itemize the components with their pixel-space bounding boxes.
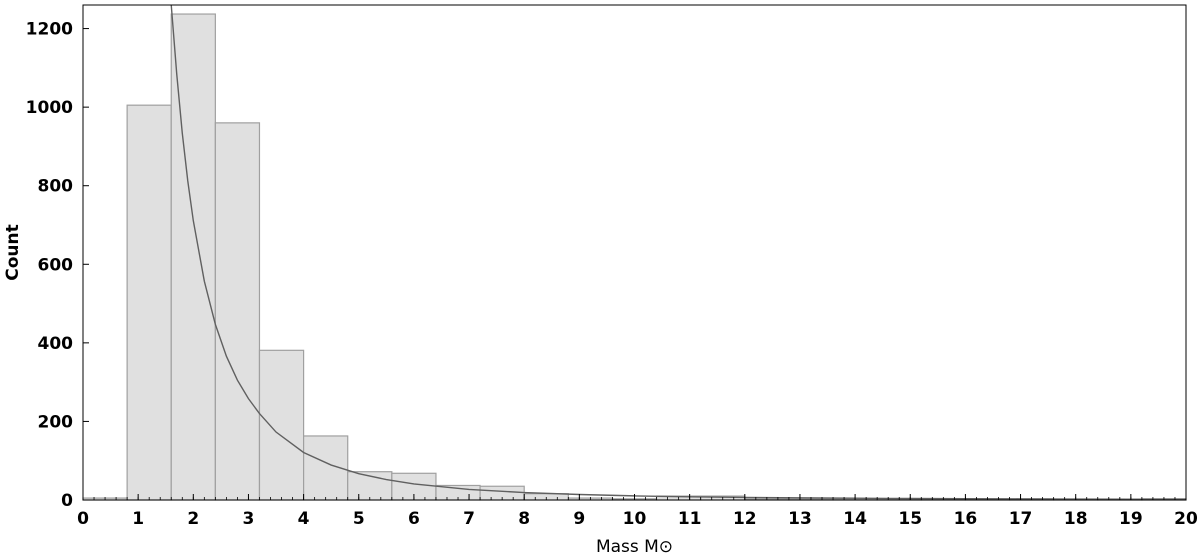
y-tick-label: 400 xyxy=(38,334,74,354)
y-tick-label: 1000 xyxy=(26,98,73,118)
x-tick-label: 7 xyxy=(463,509,475,529)
histogram-bar xyxy=(214,122,261,501)
x-tick-label: 18 xyxy=(1064,509,1088,529)
y-axis-ticks: 0 200 400 600 800 1000 1200 xyxy=(26,20,89,511)
x-tick-label: 10 xyxy=(623,509,647,529)
y-tick-label: 200 xyxy=(38,412,74,432)
y-tick-label: 600 xyxy=(38,255,74,275)
x-tick-label: 3 xyxy=(243,509,255,529)
x-tick-label: 13 xyxy=(788,509,812,529)
x-tick-label: 5 xyxy=(353,509,365,529)
y-axis-label: Count xyxy=(3,224,23,281)
x-tick-label: 16 xyxy=(954,509,978,529)
x-tick-label: 2 xyxy=(187,509,199,529)
histogram-bar xyxy=(258,349,305,501)
y-tick-label: 0 xyxy=(61,491,73,511)
x-tick-label: 19 xyxy=(1119,509,1143,529)
x-tick-label: 0 xyxy=(77,509,89,529)
x-tick-label: 15 xyxy=(898,509,922,529)
x-tick-label: 1 xyxy=(132,509,144,529)
x-tick-label: 4 xyxy=(298,509,310,529)
y-tick-label: 800 xyxy=(38,177,74,197)
y-tick-label: 1200 xyxy=(26,20,73,40)
histogram-bar xyxy=(126,104,172,501)
x-axis-ticks: 0 1 2 3 4 5 6 7 8 9 10 11 12 13 14 15 16 17 18 19 20 xyxy=(77,494,1198,529)
x-axis-label: Mass M⊙ xyxy=(596,537,673,557)
x-tick-label: 17 xyxy=(1009,509,1033,529)
x-tick-label: 9 xyxy=(573,509,585,529)
x-tick-label: 11 xyxy=(678,509,702,529)
x-tick-label: 8 xyxy=(518,509,530,529)
fit-curve-line xyxy=(170,4,1187,500)
x-tick-label: 14 xyxy=(843,509,867,529)
x-tick-label: 12 xyxy=(733,509,757,529)
x-tick-label: 20 xyxy=(1174,509,1198,529)
x-tick-label: 6 xyxy=(408,509,420,529)
bars-group xyxy=(82,13,1187,501)
